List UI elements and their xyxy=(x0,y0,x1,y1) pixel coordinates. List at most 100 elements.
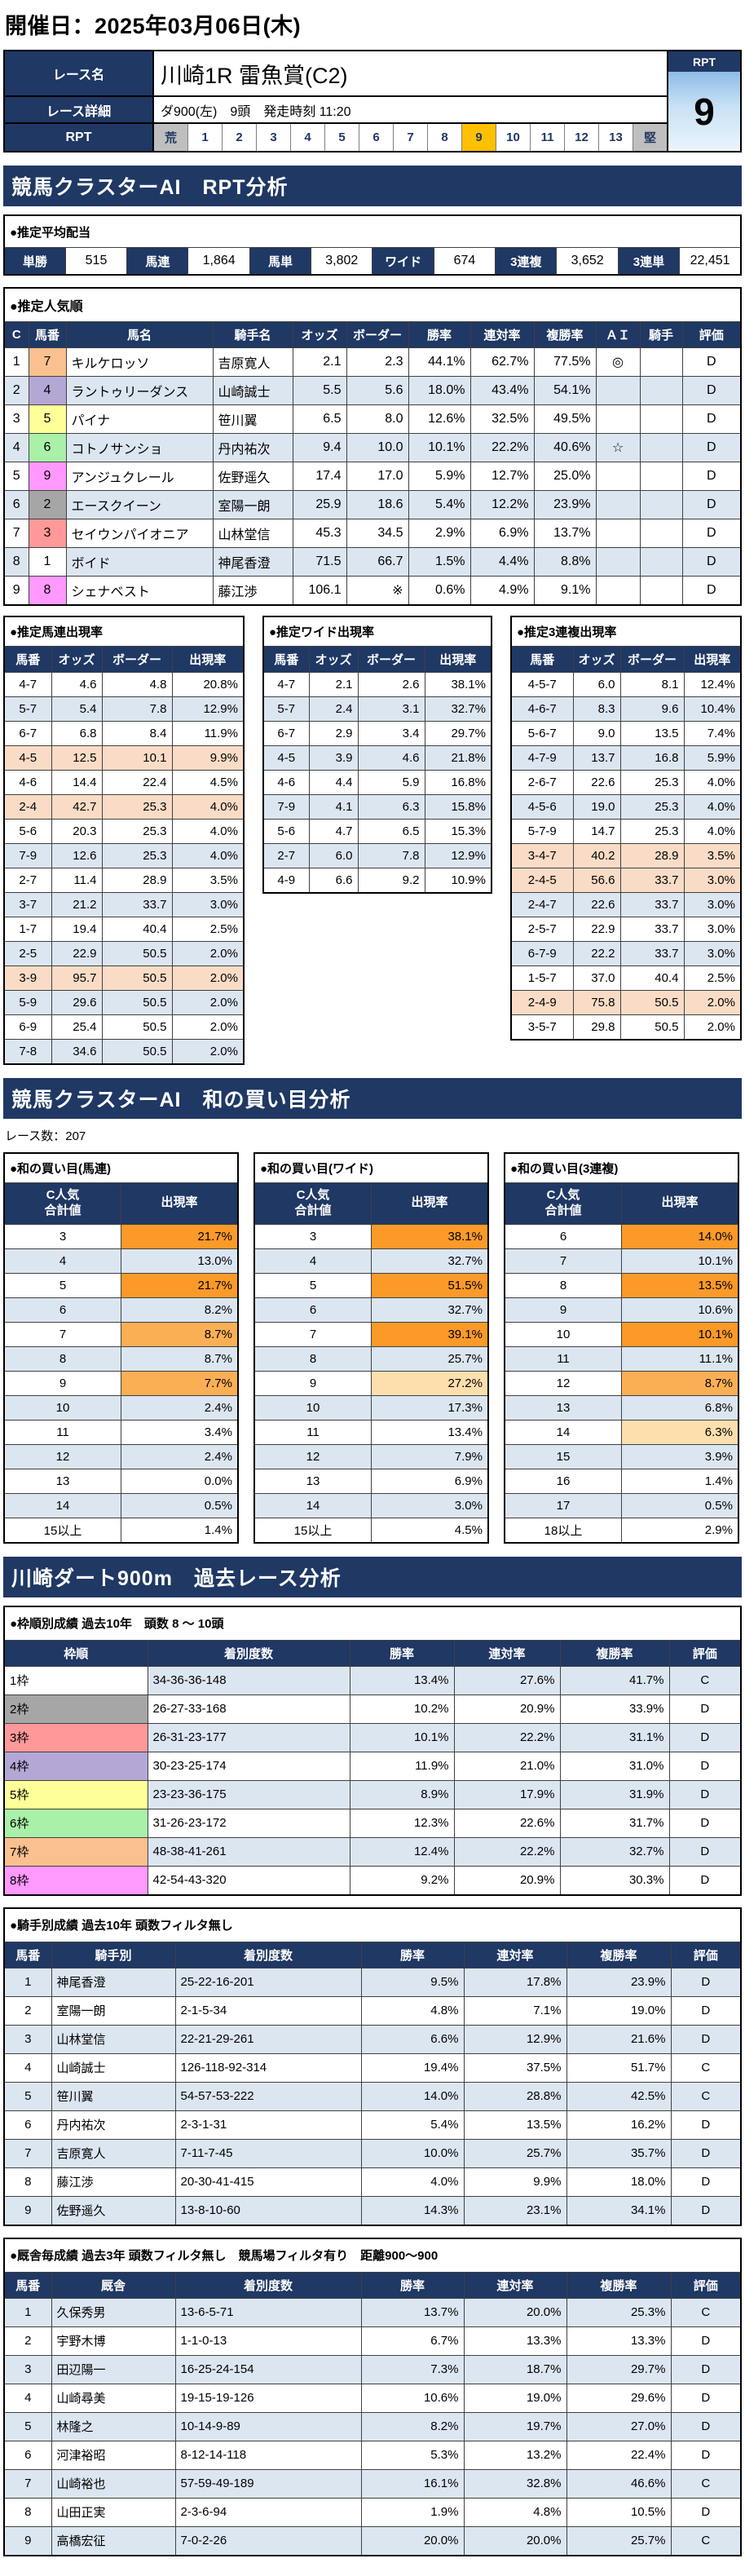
stable-row: 2 宇野木博 1-1-0-13 6.7% 13.3% 13.3% D xyxy=(3,2326,742,2356)
jockey-row: 9 佐野遥久 13-8-10-60 14.3% 23.1% 34.1% D xyxy=(3,2195,742,2225)
popularity-header: 評価 xyxy=(681,321,742,348)
waku-header: 着別度数 xyxy=(147,1639,350,1667)
wa-row: 7 39.1% xyxy=(253,1321,489,1347)
umaren-rate: 2.5% xyxy=(171,917,245,942)
jockey-eval: D xyxy=(670,1995,742,2026)
jockey-show-rate: 51.7% xyxy=(566,2052,672,2083)
wa-rate: 13.0% xyxy=(121,1248,239,1274)
jockey-horse-number: 9 xyxy=(3,2195,52,2225)
waku-header-row: 枠順 着別度数 勝率 連対率 複勝率 評価 xyxy=(3,1639,742,1667)
rpt-badge-label: RPT xyxy=(668,51,740,72)
waku-row: 4枠 30-23-25-174 11.9% 21.0% 31.0% D xyxy=(3,1751,742,1781)
jockey-quinella-rate: 9.9% xyxy=(463,2167,567,2197)
wa-sum: 7 xyxy=(253,1321,372,1347)
jockey-row: 3 山林堂信 22-21-29-261 6.6% 12.9% 21.6% D xyxy=(3,2024,742,2054)
pop-rider-mark xyxy=(639,376,683,405)
stable-eval: D xyxy=(670,2497,742,2527)
wa-title-row: ●和の買い目(馬連) xyxy=(3,1152,239,1183)
umaren-border: 28.9 xyxy=(101,868,173,893)
umaren-numbers: 5-7 xyxy=(3,696,52,722)
stable-show-rate: 29.7% xyxy=(566,2354,672,2384)
pop-jockey-name: 笹川翼 xyxy=(212,404,293,434)
stable-name: 林隆之 xyxy=(51,2411,176,2441)
sanrenpuku-rate: 4.0% xyxy=(683,794,742,820)
umaren-numbers: 4-7 xyxy=(3,672,52,697)
wa-rate: 6.3% xyxy=(621,1419,739,1445)
pop-rider-mark xyxy=(639,347,683,377)
payout-value: 515 xyxy=(64,247,128,276)
wa-sum: 4 xyxy=(253,1248,372,1274)
waku-win-rate: 13.4% xyxy=(349,1665,455,1695)
sanrenpuku-rate: 7.4% xyxy=(683,721,742,746)
wide-header: 馬番 xyxy=(262,646,310,673)
wa-rate-header: 出現率 xyxy=(371,1182,489,1225)
rpt-scale-cell-3: 3 xyxy=(257,124,291,151)
stable-quinella-rate: 20.0% xyxy=(463,2525,567,2556)
stable-header: 連対率 xyxy=(463,2271,567,2299)
umaren-border: 50.5 xyxy=(101,941,173,966)
jockey-win-rate: 14.3% xyxy=(360,2195,465,2225)
umaren-row: 7-8 34.6 50.5 2.0% xyxy=(3,1039,245,1065)
wa-table-2: ●和の買い目(3連複) C人気 合計値 出現率 6 14.0% 7 10.1% 8 13.5% 9… xyxy=(504,1152,739,1544)
wide-border: 6.3 xyxy=(357,794,425,820)
umaren-rate: 3.5% xyxy=(171,868,245,893)
pop-horse-number: 4 xyxy=(28,376,67,405)
pop-c: 5 xyxy=(3,462,29,491)
pop-show-rate: 8.8% xyxy=(533,547,597,577)
pop-border: 10.0 xyxy=(346,433,409,462)
pop-horse-name: エースクイーン xyxy=(65,490,214,519)
umaren-numbers: 5-9 xyxy=(3,990,52,1015)
wa-row: 10 17.3% xyxy=(253,1394,489,1421)
wa-sum: 8 xyxy=(504,1272,622,1298)
jockey-title: ●騎手別成績 過去10年 頭数フィルタ無し xyxy=(3,1907,742,1942)
umaren-border: 8.4 xyxy=(101,721,173,746)
wa-row: 14 6.3% xyxy=(504,1419,739,1445)
wa-title-row: ●和の買い目(3連複) xyxy=(504,1152,739,1183)
wa-row: 4 13.0% xyxy=(3,1248,239,1274)
stable-record: 7-0-2-26 xyxy=(174,2525,362,2556)
stable-name: 久保秀男 xyxy=(51,2297,176,2327)
stable-show-rate: 25.7% xyxy=(566,2525,672,2556)
sanrenpuku-border: 33.7 xyxy=(619,917,685,942)
stable-eval: D xyxy=(670,2354,742,2384)
sanrenpuku-row: 3-4-7 40.2 28.9 3.5% xyxy=(510,843,742,868)
umaren-numbers: 2-5 xyxy=(3,941,52,966)
jockey-show-rate: 34.1% xyxy=(566,2195,672,2225)
jockey-show-rate: 16.2% xyxy=(566,2110,672,2140)
wa-rate: 0.5% xyxy=(621,1492,739,1518)
popularity-header: 馬番 xyxy=(28,321,67,348)
jockey-name: 室陽一朗 xyxy=(51,1995,176,2026)
umaren-odds: 20.3 xyxy=(51,819,103,844)
stable-quinella-rate: 13.3% xyxy=(463,2326,567,2356)
jockey-win-rate: 4.0% xyxy=(360,2167,465,2197)
wa-rate: 7.9% xyxy=(371,1443,489,1469)
jockey-table: ●騎手別成績 過去10年 頭数フィルタ無し 馬番 騎手別 着別度数 勝率 連対率 複勝率評… xyxy=(3,1907,742,2226)
stable-name: 宇野木博 xyxy=(51,2326,176,2356)
pop-c: 1 xyxy=(3,347,29,377)
pop-odds: 5.5 xyxy=(292,376,347,405)
sanrenpuku-numbers: 5-7-9 xyxy=(510,819,574,844)
jockey-eval: D xyxy=(670,2167,742,2197)
wa-row: 17 0.5% xyxy=(504,1492,739,1518)
stable-record: 2-3-6-94 xyxy=(174,2497,362,2527)
wa-rate: 10.1% xyxy=(621,1321,739,1347)
pop-win-rate: 0.6% xyxy=(408,576,471,606)
sanrenpuku-rate: 3.5% xyxy=(683,843,742,868)
wa-rate: 4.5% xyxy=(371,1517,489,1543)
payout-title: ●推定平均配当 xyxy=(3,214,742,248)
wide-border: 2.6 xyxy=(357,672,425,697)
wa-header-row: C人気 合計値 出現率 xyxy=(3,1182,239,1225)
pop-horse-number: 5 xyxy=(28,404,67,434)
wa-rate: 21.7% xyxy=(121,1272,239,1298)
wide-row: 5-6 4.7 6.5 15.3% xyxy=(262,819,492,844)
stable-quinella-rate: 20.0% xyxy=(463,2297,567,2327)
rpt-scale-cell-2: 2 xyxy=(223,124,257,151)
pop-show-rate: 40.6% xyxy=(533,433,597,462)
rpt-scale-cell-11: 11 xyxy=(531,124,565,151)
pop-jockey-name: 佐野遥久 xyxy=(212,462,293,491)
sanrenpuku-header: 出現率 xyxy=(683,646,742,673)
wa-sum: 4 xyxy=(3,1248,121,1274)
wa-table-1: ●和の買い目(ワイド) C人気 合計値 出現率 3 38.1% 4 32.7% 5 51.5% 6… xyxy=(253,1152,489,1544)
stable-row: 6 河津裕昭 8-12-14-118 5.3% 13.2% 22.4% D xyxy=(3,2440,742,2470)
umaren-row: 2-5 22.9 50.5 2.0% xyxy=(3,941,245,966)
